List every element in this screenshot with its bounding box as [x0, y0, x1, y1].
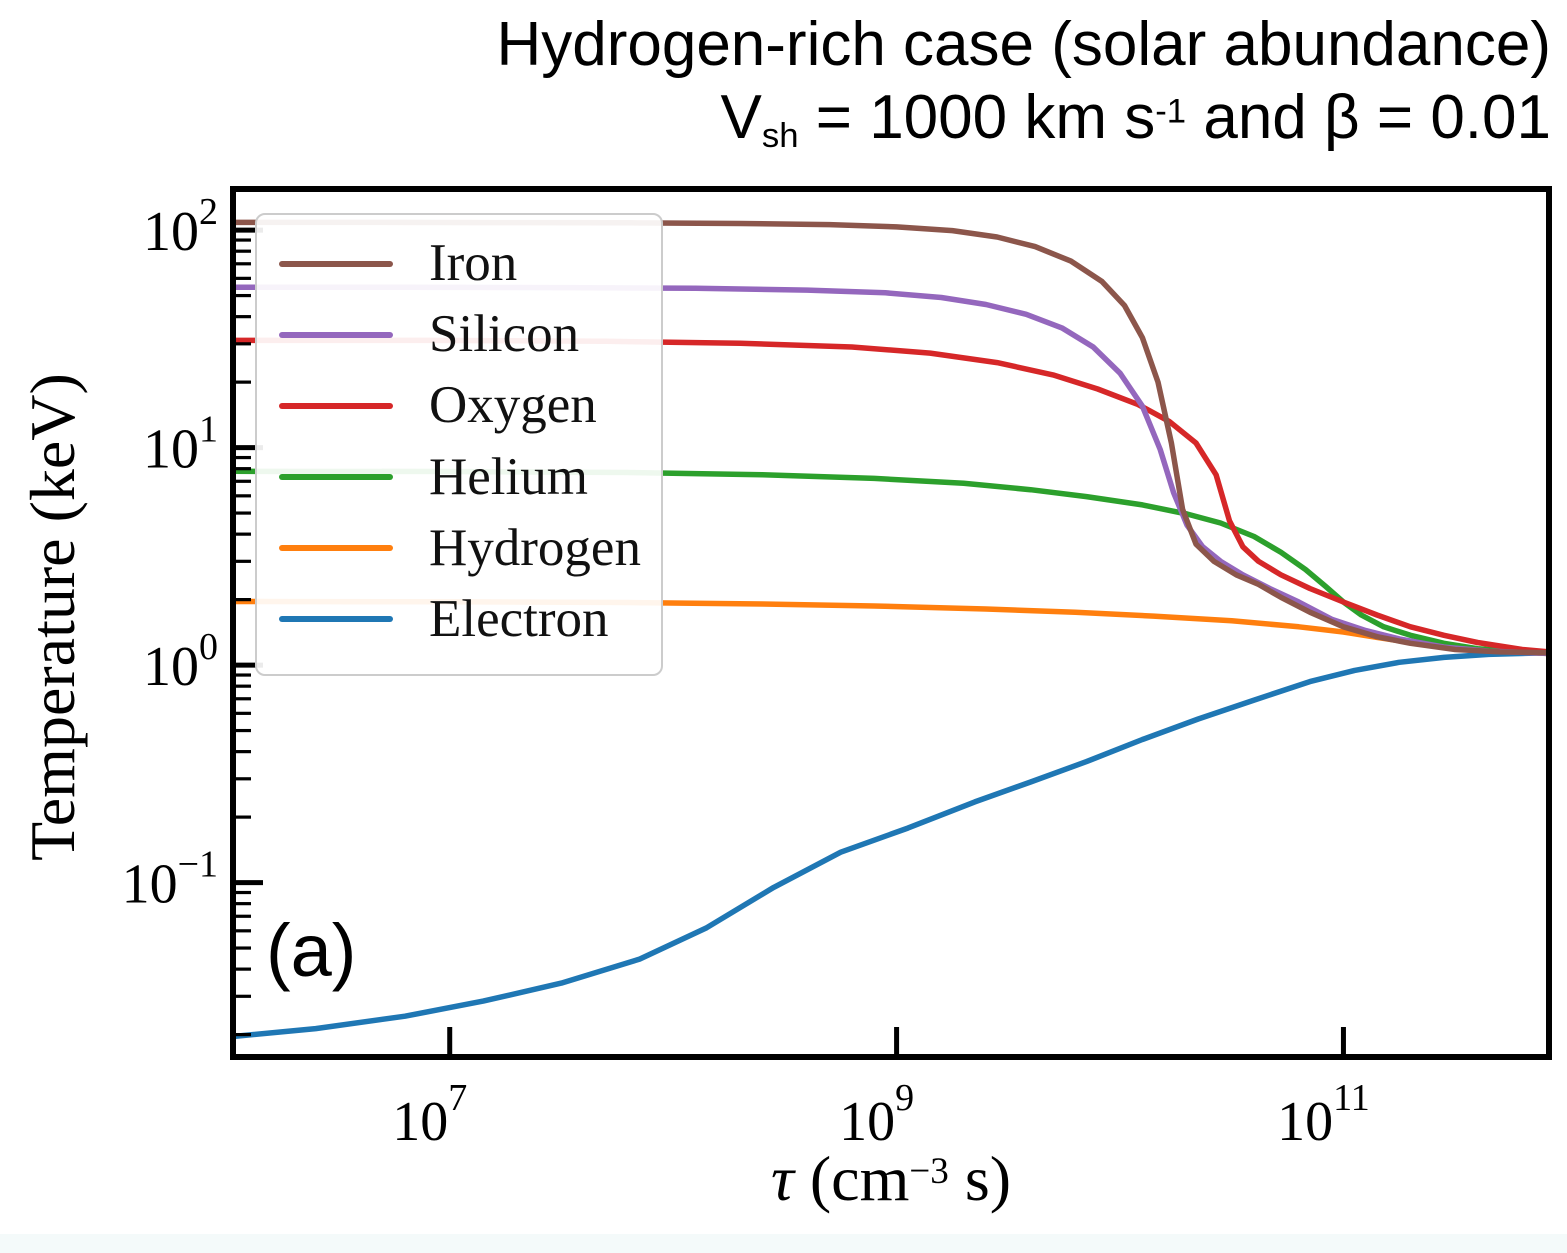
panel-label: (a): [266, 909, 357, 992]
series-line-silicon: [230, 284, 1552, 657]
x-axis-tick-label: 109: [839, 1077, 914, 1153]
y-axis-label: Temperature (keV): [17, 373, 88, 861]
legend-item-hydrogen: Hydrogen: [257, 518, 661, 577]
footer-strip: [0, 1234, 1567, 1253]
series-line-iron: [230, 219, 1552, 656]
series-line-electron: [230, 649, 1552, 1040]
series-line-helium: [230, 468, 1552, 657]
y-axis-tick-label: 10−1: [122, 844, 218, 916]
legend-swatch-helium: [279, 474, 393, 481]
legend-item-helium: Helium: [257, 447, 661, 506]
legend-item-oxygen: Oxygen: [257, 379, 661, 432]
x-axis-label: τ (cm−3 s): [770, 1143, 1012, 1214]
legend-swatch-oxygen: [279, 402, 393, 409]
chart-title-line2: Vsh = 1000 km s-1 and β = 0.01: [720, 83, 1551, 156]
x-label-superscript: −3: [909, 1150, 949, 1192]
legend-item-electron: Electron: [257, 589, 661, 648]
legend-label-electron: Electron: [429, 589, 609, 648]
legend-label-helium: Helium: [429, 447, 588, 506]
legend-swatch-iron: [279, 260, 393, 267]
legend-label-silicon: Silicon: [429, 305, 580, 364]
legend-box: Iron Silicon Oxygen Helium Hydrogen Electron: [255, 213, 663, 676]
x-axis-tick-label: 1011: [1277, 1077, 1370, 1153]
legend-label-iron: Iron: [429, 234, 518, 293]
y-axis-tick-label: 100: [143, 626, 218, 698]
x-axis-tick-label: 107: [392, 1077, 467, 1153]
title-superscript: -1: [1155, 92, 1187, 131]
title-subscript: sh: [761, 117, 799, 156]
series-line-oxygen: [230, 337, 1552, 655]
chart-title: Hydrogen-rich case (solar abundance) Vsh…: [496, 8, 1551, 157]
legend-item-iron: Iron: [257, 237, 661, 290]
legend-swatch-electron: [279, 616, 393, 623]
tau-symbol: τ: [770, 1143, 794, 1214]
legend-label-oxygen: Oxygen: [429, 376, 597, 435]
chart-title-line1: Hydrogen-rich case (solar abundance): [496, 10, 1551, 79]
plot-frame: [230, 186, 1552, 1060]
y-axis-tick-label: 101: [143, 409, 218, 481]
legend-item-silicon: Silicon: [257, 308, 661, 361]
y-axis-tick-label: 102: [143, 191, 218, 263]
legend-swatch-silicon: [279, 331, 393, 338]
legend-swatch-hydrogen: [279, 545, 393, 552]
legend-label-hydrogen: Hydrogen: [429, 518, 641, 577]
